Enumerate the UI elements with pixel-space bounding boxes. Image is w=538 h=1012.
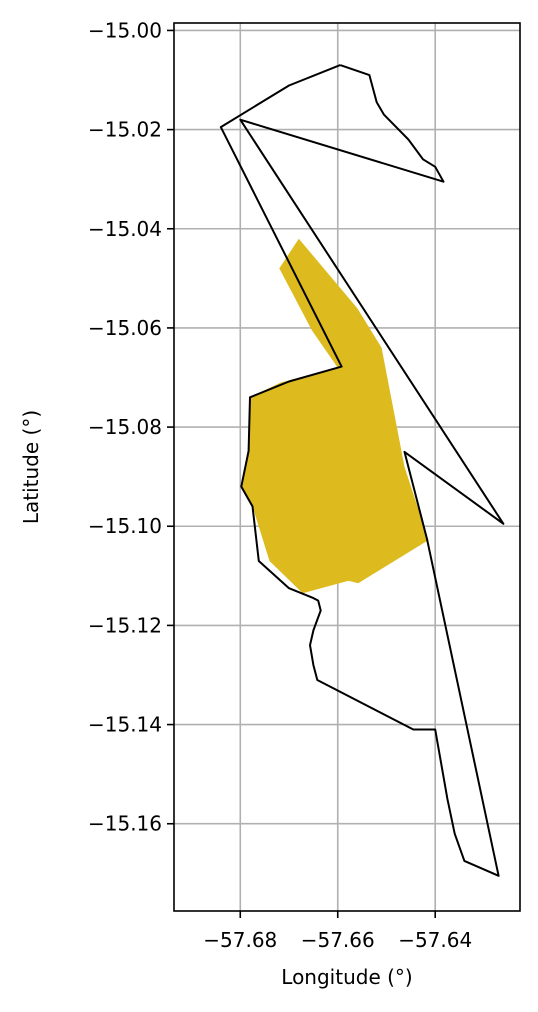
y-axis-label: Latitude (°): [19, 410, 43, 524]
x-tick-label: −57.68: [203, 928, 277, 952]
y-tick-label: −15.06: [88, 316, 162, 340]
y-tick-label: −15.08: [88, 415, 162, 439]
x-tick-label: −57.64: [398, 928, 472, 952]
y-tick-label: −15.12: [88, 613, 162, 637]
boundary-outline: [219, 64, 505, 877]
plot-frame: [173, 22, 521, 912]
axis-ticks: −57.68 −57.66 −57.64 −15.00 −15.02 −15.04 −15.…: [88, 18, 472, 952]
y-tick-label: −15.04: [88, 217, 162, 241]
y-tick-label: −15.00: [88, 18, 162, 42]
x-tick-label: −57.66: [301, 928, 375, 952]
map-data-layer: [219, 64, 505, 877]
filled-area: [241, 238, 429, 594]
y-tick-label: −15.10: [88, 514, 162, 538]
y-tick-label: −15.16: [88, 812, 162, 836]
x-axis-label: Longitude (°): [281, 965, 412, 989]
y-tick-label: −15.02: [88, 118, 162, 142]
y-tick-label: −15.14: [88, 713, 162, 737]
